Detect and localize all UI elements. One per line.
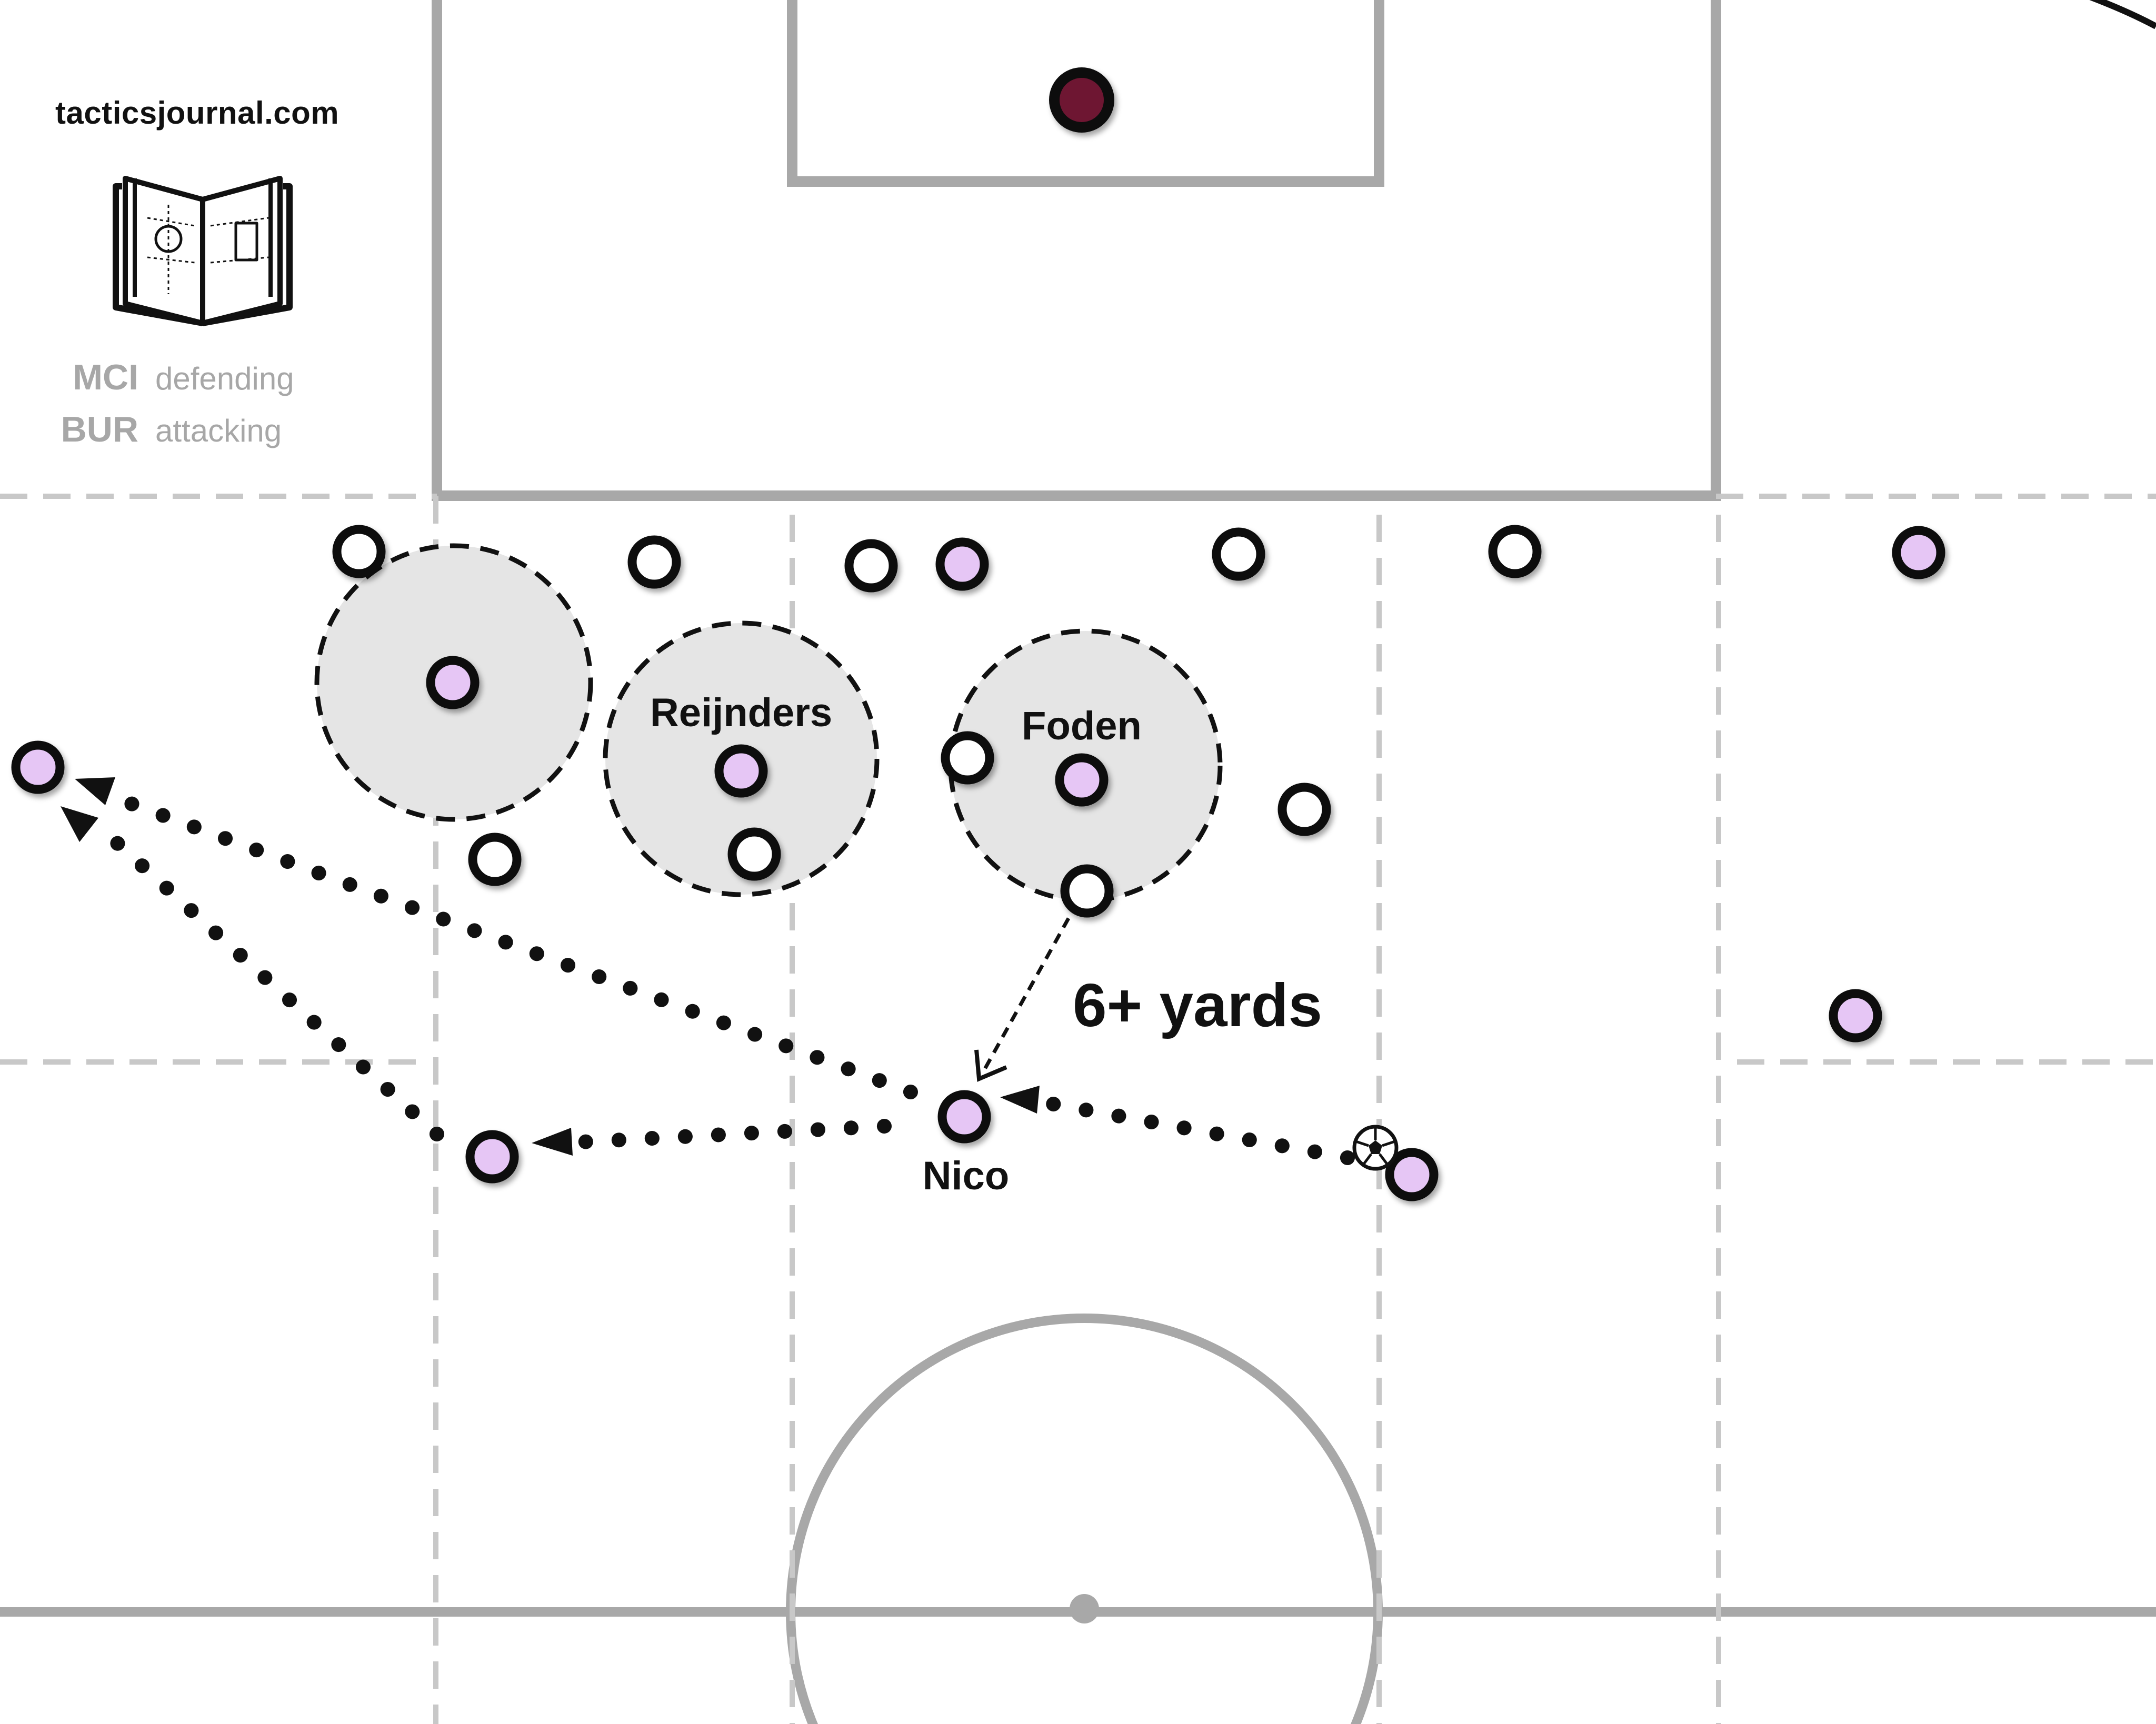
centre-circle bbox=[786, 1314, 1383, 1724]
defender-marker-3 bbox=[844, 539, 898, 593]
legend-row-defending: MCI defending bbox=[55, 352, 350, 404]
attacker-marker-16 bbox=[11, 740, 65, 794]
legend-role-attacking: attacking bbox=[155, 413, 282, 448]
arrowhead-to-left-high bbox=[75, 777, 115, 805]
label-foden: Foden bbox=[1022, 704, 1142, 748]
attacker-marker-18 bbox=[937, 1090, 991, 1144]
arrowhead-to-wide bbox=[532, 1128, 573, 1156]
defender-marker-4 bbox=[1212, 527, 1265, 581]
pass-path-wide-to-left bbox=[106, 832, 444, 1141]
defender-marker-8 bbox=[941, 731, 994, 785]
six-yard-box bbox=[787, 0, 1384, 187]
label-distance: 6+ yards bbox=[1073, 971, 1322, 1039]
attacker-marker-20 bbox=[1385, 1148, 1439, 1201]
attacker-marker-13 bbox=[426, 656, 480, 709]
legend-team-bur: BUR bbox=[61, 409, 138, 449]
zone-lines bbox=[0, 494, 2156, 1724]
pass-path-nico-to-wide bbox=[574, 1119, 892, 1149]
legend-team-mci: MCI bbox=[73, 357, 138, 397]
attacker-marker-12 bbox=[1892, 526, 1945, 579]
defender-marker-9 bbox=[1277, 783, 1331, 836]
arrowheads bbox=[61, 777, 1040, 1156]
label-nico: Nico bbox=[923, 1154, 1010, 1198]
attacker-marker-17 bbox=[1829, 989, 1882, 1043]
players bbox=[11, 67, 1945, 1201]
attacker-marker-19 bbox=[465, 1130, 519, 1184]
penalty-box bbox=[432, 0, 1721, 501]
arrowhead-to-left bbox=[61, 806, 98, 842]
soccer-ball-icon bbox=[1352, 1125, 1399, 1171]
defender-marker-7 bbox=[727, 827, 781, 881]
pass-path-ball-to-nico bbox=[1037, 1095, 1355, 1165]
label-reijnders: Reijnders bbox=[650, 690, 832, 735]
pass-path-nico-to-left-high bbox=[114, 793, 918, 1099]
legend-role-defending: defending bbox=[155, 361, 294, 396]
pass-arrows bbox=[106, 793, 1355, 1165]
attacker-marker-15 bbox=[1055, 753, 1109, 807]
corner-arc-fragment bbox=[2089, 0, 2156, 29]
defender-marker-10 bbox=[1060, 864, 1114, 918]
arrowhead-to-nico bbox=[1000, 1086, 1040, 1114]
goalkeeper-marker-0 bbox=[1049, 67, 1114, 133]
defender-marker-2 bbox=[627, 535, 681, 589]
legend-row-attacking: BUR attacking bbox=[55, 404, 350, 456]
team-legend: MCI defending BUR attacking bbox=[55, 352, 350, 456]
defender-marker-5 bbox=[1488, 525, 1542, 578]
defender-marker-6 bbox=[468, 833, 522, 886]
brand-block: tacticsjournal.com MCI defending BUR att… bbox=[55, 95, 350, 456]
defender-marker-1 bbox=[332, 525, 386, 578]
attacker-marker-11 bbox=[935, 537, 989, 591]
centre-spot bbox=[1070, 1594, 1099, 1623]
site-name: tacticsjournal.com bbox=[55, 95, 340, 131]
attacker-marker-14 bbox=[714, 744, 768, 798]
pressing-run bbox=[974, 917, 1071, 1082]
open-book-pitch-icon bbox=[113, 176, 293, 326]
